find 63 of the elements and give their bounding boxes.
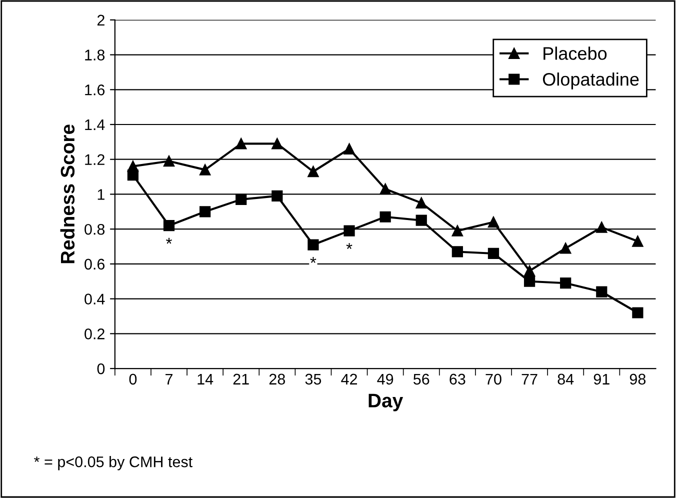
y-axis-title: Redness Score	[60, 124, 75, 264]
point	[632, 307, 644, 318]
annotation: *	[310, 257, 316, 263]
point	[632, 236, 644, 247]
point	[272, 190, 283, 202]
x-tick-label: 42	[341, 374, 357, 384]
x-tick-label: 21	[233, 374, 249, 384]
y-tick-label: 0.6	[84, 258, 105, 270]
y-tick-label: 1.8	[85, 50, 105, 60]
point	[560, 242, 572, 254]
x-tick-label: 7	[166, 374, 172, 384]
x-tick-label: 0	[129, 374, 137, 385]
point	[452, 225, 463, 236]
point	[163, 156, 175, 167]
point	[308, 166, 319, 178]
point	[199, 206, 211, 218]
point	[524, 276, 536, 287]
point	[272, 138, 283, 150]
point	[596, 222, 608, 233]
legend-label: Olopatadine	[542, 72, 639, 90]
y-tick-label: 0.2	[84, 328, 104, 340]
x-tick-label: 91	[594, 374, 610, 385]
y-tick-label: 1.6	[85, 84, 105, 96]
point	[308, 239, 319, 250]
point	[344, 225, 355, 236]
text: * = p<0.05 by CMH test	[34, 456, 192, 470]
point	[488, 248, 500, 260]
annotation: *	[166, 238, 172, 244]
x-tick-label: 84	[558, 374, 574, 385]
point	[236, 194, 247, 206]
point	[488, 216, 500, 228]
y-tick-label: 1	[98, 189, 104, 200]
point	[380, 183, 391, 195]
legend-label: Placebo	[544, 46, 607, 60]
point	[163, 220, 175, 232]
y-tick-label: 0.8	[84, 224, 105, 235]
point	[524, 265, 536, 276]
y-tick-label: 1.4	[85, 120, 105, 130]
x-tick-label: 56	[413, 374, 430, 385]
x-tick-label: 28	[269, 374, 285, 385]
point	[127, 169, 139, 181]
point	[416, 197, 427, 208]
y-tick-label: 0.4	[84, 294, 105, 304]
y-tick-label: 0	[97, 363, 105, 374]
x-tick-label: 98	[630, 374, 646, 385]
point	[452, 246, 463, 258]
point	[344, 143, 355, 154]
point	[236, 138, 247, 150]
point	[199, 164, 211, 176]
point	[560, 278, 572, 289]
x-axis-title: Day	[368, 394, 404, 412]
y-tick-label: 2	[97, 14, 104, 26]
x-tick-label: 77	[522, 374, 538, 384]
y-tick-label: 1.2	[85, 154, 104, 165]
point	[416, 214, 427, 226]
x-tick-label: 35	[305, 374, 322, 385]
x-tick-label: 63	[450, 374, 466, 385]
annotation: *	[346, 243, 352, 249]
point	[596, 286, 608, 298]
x-tick-label: 70	[486, 374, 502, 385]
x-tick-label: 14	[198, 374, 214, 384]
point	[380, 211, 391, 222]
x-tick-label: 49	[377, 374, 394, 385]
